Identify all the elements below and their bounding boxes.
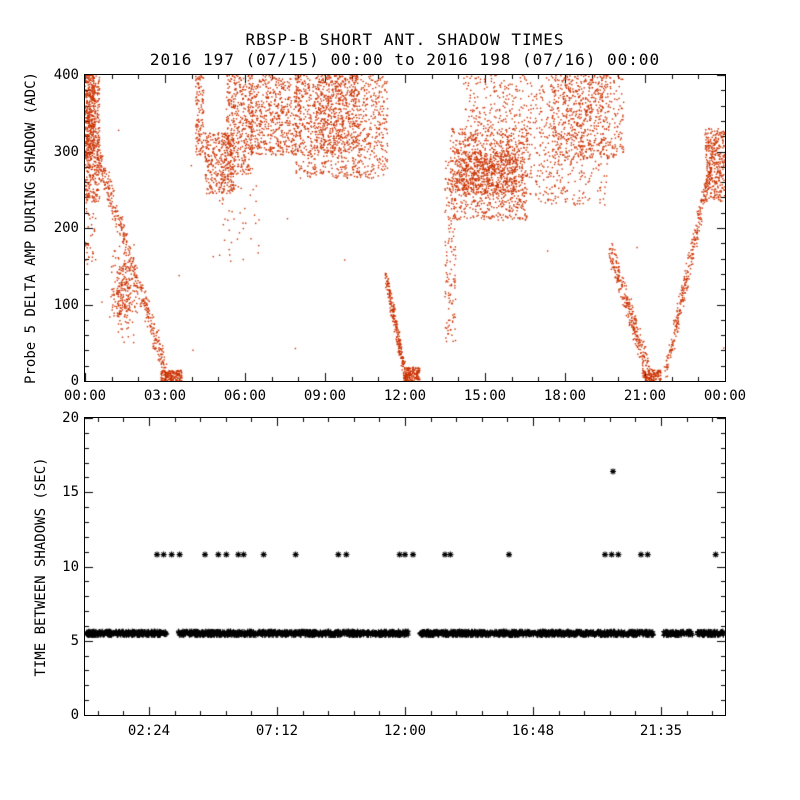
x-tick-label: 03:00: [143, 388, 187, 404]
y-tick-label: 200: [53, 220, 79, 236]
x-tick-label: 12:00: [383, 388, 427, 404]
x-tick-label: 12:00: [383, 723, 427, 739]
x-tick-label: 21:35: [639, 723, 683, 739]
y-tick-label: 0: [70, 707, 79, 723]
y-tick-label: 5: [70, 633, 79, 649]
x-tick-label: 06:00: [223, 388, 267, 404]
x-tick-label: 00:00: [703, 388, 747, 404]
x-tick-label: 21:00: [623, 388, 667, 404]
bottom-panel-plot-area: [84, 417, 726, 716]
y-tick-label: 20: [62, 410, 79, 426]
y-tick-label: 400: [53, 67, 79, 83]
x-tick-label: 07:12: [255, 723, 299, 739]
chart-subtitle: 2016 197 (07/15) 00:00 to 2016 198 (07/1…: [149, 50, 661, 69]
y-tick-label: 10: [62, 559, 79, 575]
x-tick-label: 18:00: [543, 388, 587, 404]
top-panel-plot-area: [84, 74, 726, 382]
y-tick-label: 100: [53, 297, 79, 313]
x-tick-label: 16:48: [511, 723, 555, 739]
y-axis-title: TIME BETWEEN SHADOWS (SEC): [33, 456, 49, 677]
y-tick-label: 15: [62, 484, 79, 500]
y-axis-title: Probe 5 DELTA AMP DURING SHADOW (ADC): [23, 72, 39, 384]
x-tick-label: 02:24: [127, 723, 171, 739]
y-tick-label: 300: [53, 144, 79, 160]
x-tick-label: 15:00: [463, 388, 507, 404]
x-tick-label: 00:00: [63, 388, 107, 404]
y-tick-label: 0: [70, 373, 79, 389]
x-tick-label: 09:00: [303, 388, 347, 404]
chart-title: RBSP-B SHORT ANT. SHADOW TIMES: [245, 30, 565, 49]
